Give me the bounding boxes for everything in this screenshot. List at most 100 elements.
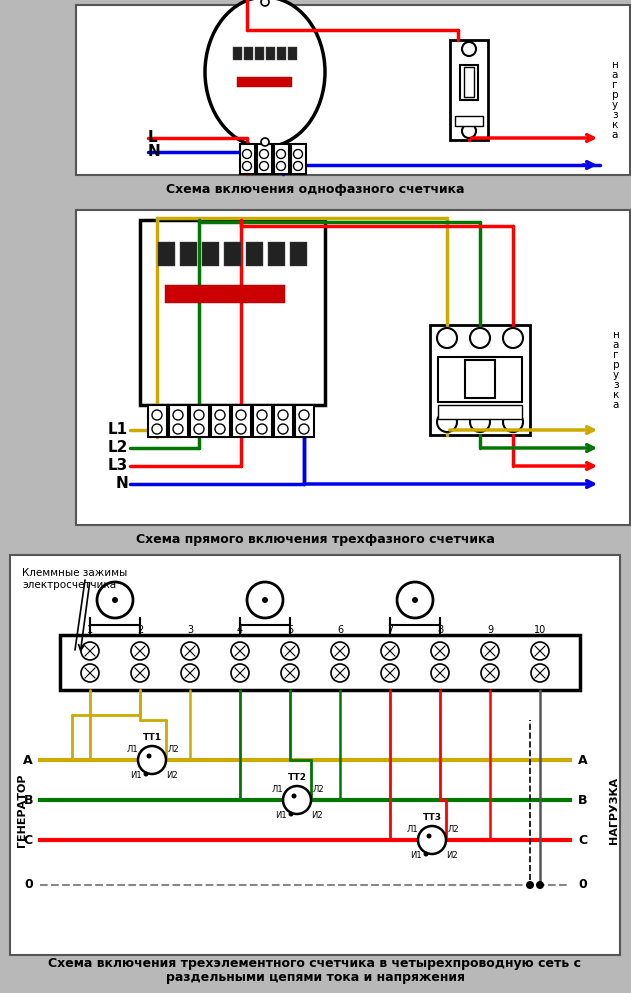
Circle shape [81, 664, 99, 682]
Circle shape [143, 772, 148, 777]
Bar [295, 405, 314, 437]
Text: B: B [578, 793, 587, 806]
Bar [232, 405, 251, 437]
Circle shape [81, 642, 99, 660]
Text: A: A [578, 754, 587, 767]
Bar [246, 242, 263, 266]
Bar [240, 144, 255, 174]
Circle shape [152, 410, 162, 420]
Bar [430, 325, 530, 435]
Text: н
а
г
р
у
з
к
а: н а г р у з к а [613, 330, 620, 410]
Text: 8: 8 [437, 625, 443, 635]
Bar [60, 635, 580, 690]
Text: 4: 4 [237, 625, 243, 635]
Bar [211, 405, 230, 437]
Circle shape [194, 410, 204, 420]
Bar [274, 405, 293, 437]
Bar [465, 360, 495, 398]
Bar [10, 555, 620, 955]
Circle shape [299, 410, 309, 420]
Bar [165, 285, 285, 303]
Circle shape [146, 754, 151, 759]
Text: L: L [148, 130, 158, 146]
Circle shape [531, 642, 549, 660]
Circle shape [423, 852, 428, 857]
Bar [455, 116, 483, 126]
Bar [438, 357, 522, 402]
Circle shape [257, 424, 267, 434]
Circle shape [481, 664, 499, 682]
Text: L3: L3 [108, 459, 128, 474]
Text: N: N [115, 477, 128, 492]
Circle shape [262, 597, 268, 603]
Text: И2: И2 [446, 850, 457, 860]
Text: И1: И1 [131, 771, 142, 780]
Text: 7: 7 [387, 625, 393, 635]
Text: Клеммные зажимы
электросчетчика: Клеммные зажимы электросчетчика [22, 568, 127, 590]
Text: 2: 2 [137, 625, 143, 635]
Bar [202, 242, 219, 266]
Circle shape [331, 642, 349, 660]
Text: Схема включения однофазного счетчика: Схема включения однофазного счетчика [166, 184, 464, 197]
Circle shape [437, 328, 457, 348]
Text: C: C [24, 833, 33, 846]
Circle shape [181, 664, 199, 682]
Circle shape [299, 424, 309, 434]
Bar [438, 405, 522, 419]
Text: НАГРУЗКА: НАГРУЗКА [609, 777, 619, 844]
Circle shape [131, 642, 149, 660]
Circle shape [381, 664, 399, 682]
Text: TT2: TT2 [288, 774, 307, 782]
Circle shape [181, 642, 199, 660]
Circle shape [261, 0, 269, 6]
Text: L2: L2 [108, 441, 128, 456]
Bar [224, 242, 241, 266]
Circle shape [261, 138, 269, 146]
Circle shape [281, 642, 299, 660]
Circle shape [257, 410, 267, 420]
Circle shape [412, 597, 418, 603]
Text: Л1: Л1 [126, 746, 138, 755]
Bar [180, 242, 197, 266]
Circle shape [536, 881, 544, 889]
Bar [169, 405, 188, 437]
Bar [257, 144, 272, 174]
Bar [148, 405, 167, 437]
Text: 10: 10 [534, 625, 546, 635]
Circle shape [247, 582, 283, 618]
Text: И1: И1 [410, 850, 422, 860]
Circle shape [293, 150, 302, 159]
Circle shape [276, 150, 285, 159]
Bar [266, 47, 275, 60]
Text: B: B [23, 793, 33, 806]
Circle shape [437, 412, 457, 432]
Circle shape [288, 811, 293, 816]
Circle shape [331, 664, 349, 682]
Circle shape [242, 150, 252, 159]
Bar [274, 144, 289, 174]
Circle shape [97, 582, 133, 618]
Text: Л1: Л1 [271, 785, 283, 794]
Circle shape [397, 582, 433, 618]
Text: 5: 5 [287, 625, 293, 635]
Circle shape [131, 664, 149, 682]
Text: TT3: TT3 [423, 813, 442, 822]
Circle shape [173, 410, 183, 420]
Circle shape [281, 664, 299, 682]
Text: 0: 0 [578, 879, 587, 892]
Circle shape [462, 124, 476, 138]
Text: TT1: TT1 [143, 734, 162, 743]
Text: Л1: Л1 [406, 825, 418, 834]
Text: 0: 0 [24, 879, 33, 892]
Circle shape [381, 642, 399, 660]
Circle shape [292, 793, 297, 798]
Text: раздельными цепями тока и напряжения: раздельными цепями тока и напряжения [165, 971, 464, 984]
Circle shape [236, 424, 246, 434]
Text: A: A [23, 754, 33, 767]
Circle shape [470, 328, 490, 348]
Circle shape [526, 881, 534, 889]
Circle shape [278, 410, 288, 420]
Circle shape [431, 664, 449, 682]
Circle shape [138, 746, 166, 774]
Text: И1: И1 [275, 810, 287, 819]
